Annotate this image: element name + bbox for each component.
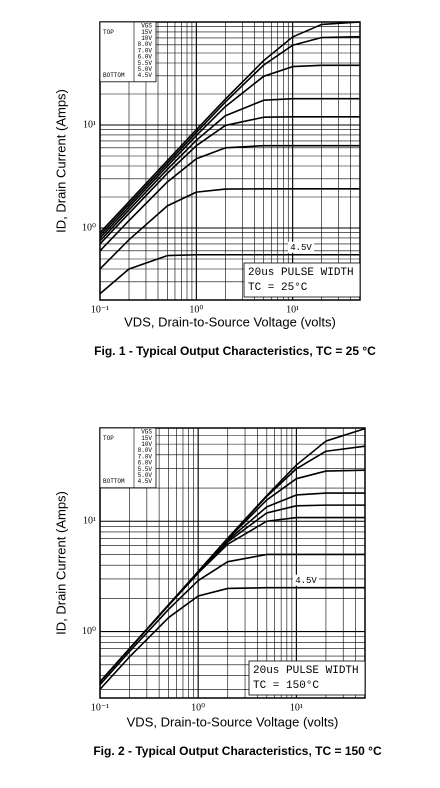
legend-entry: 10V: [141, 441, 152, 448]
legend-bottom: BOTTOM: [103, 72, 125, 79]
curve: [99, 116, 360, 245]
legend-entry: 10V: [141, 35, 152, 42]
x-tick-label: 10⁰: [189, 304, 203, 315]
curve-label: 4.5V: [290, 243, 312, 253]
legend-entry: 5.5V: [138, 466, 153, 473]
legend-title: VGS: [141, 429, 152, 436]
legend-entry: 15V: [141, 29, 152, 36]
curve-label-bg: [293, 574, 319, 586]
legend-entry: 5.5V: [138, 60, 153, 67]
curve-label-bg: [288, 241, 314, 253]
legend-box: [99, 427, 157, 489]
curve-label: 4.5V: [295, 576, 317, 586]
annotation-box: [248, 660, 366, 696]
x-tick-label: 10¹: [290, 702, 303, 713]
legend-entry: 8.0V: [138, 41, 153, 48]
legend-box: [99, 21, 157, 83]
legend-top: TOP: [103, 435, 114, 442]
curve: [99, 253, 360, 295]
legend-top: TOP: [103, 29, 114, 36]
curve: [99, 97, 360, 242]
caption: Fig. 2 - Typical Output Characteristics,…: [93, 744, 382, 758]
annotation-box: [243, 262, 361, 298]
curve: [99, 188, 360, 270]
x-tick-label: 10¹: [286, 304, 299, 315]
annotation: 20us PULSE WIDTH: [248, 267, 354, 279]
x-axis-label: VDS, Drain-to-Source Voltage (volts): [124, 314, 336, 329]
y-tick-label: 10¹: [83, 119, 96, 130]
y-tick-label: 10⁰: [82, 222, 96, 233]
curve: [99, 516, 365, 683]
y-axis-label: ID, Drain Current (Amps): [53, 491, 68, 635]
legend-entry: 4.5V: [138, 72, 153, 79]
legend-entry: 6.0V: [138, 54, 153, 61]
y-tick-label: 10¹: [83, 516, 96, 527]
annotation: TC = 25°C: [248, 282, 308, 294]
legend-entry: 8.0V: [138, 447, 153, 454]
curve: [99, 35, 361, 236]
annotation: TC = 150°C: [253, 680, 319, 692]
curve: [99, 64, 360, 239]
x-tick-label: 10⁻¹: [91, 304, 109, 315]
curve: [99, 553, 365, 686]
legend-entry: 5.0V: [138, 472, 153, 479]
legend-entry: 7.0V: [138, 47, 153, 54]
curve: [99, 21, 361, 234]
y-tick-label: 10⁰: [82, 626, 96, 637]
y-axis-label: ID, Drain Current (Amps): [53, 89, 68, 233]
x-tick-label: 10⁰: [191, 702, 205, 713]
annotation: 20us PULSE WIDTH: [253, 665, 359, 677]
legend-entry: 6.0V: [138, 460, 153, 467]
legend-title: VGS: [141, 23, 152, 30]
legend-entry: 7.0V: [138, 453, 153, 460]
legend-bottom: BOTTOM: [103, 478, 125, 485]
curve: [99, 586, 365, 690]
legend-entry: 4.5V: [138, 478, 153, 485]
caption: Fig. 1 - Typical Output Characteristics,…: [94, 344, 376, 358]
plot-frame: [99, 427, 366, 699]
legend-entry: 5.0V: [138, 66, 153, 73]
x-tick-label: 10⁻¹: [91, 702, 109, 713]
curve: [99, 144, 360, 252]
legend-entry: 15V: [141, 435, 152, 442]
plot-frame: [99, 21, 361, 301]
x-axis-label: VDS, Drain-to-Source Voltage (volts): [127, 714, 339, 729]
